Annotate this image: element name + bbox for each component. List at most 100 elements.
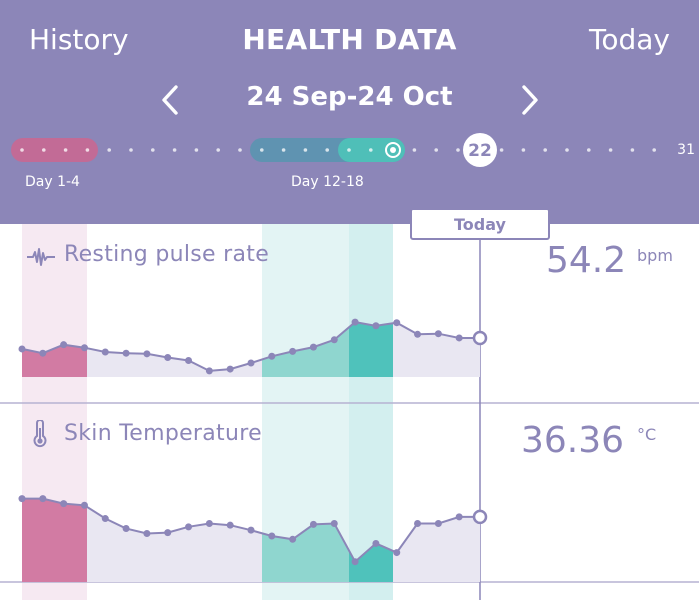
timeline-dot [303,148,308,152]
data-point [226,365,234,373]
today-data-point [472,330,488,346]
data-point [351,318,359,326]
timeline-dot [63,148,68,152]
timeline-dot [325,148,330,152]
timeline-dot [151,148,155,152]
timeline-dot [194,148,199,152]
timeline-dot [238,148,242,152]
timeline-dot [172,148,177,152]
today-button[interactable]: Today [589,23,670,56]
fertile-days-label: Day 12-18 [291,174,364,190]
data-point [351,558,359,566]
data-point [60,500,68,508]
data-point [164,529,172,537]
timeline-dot [587,148,591,152]
data-point [455,513,463,521]
data-point [289,535,297,543]
area-fill-period [22,498,87,582]
data-point [205,520,213,528]
ovulation-marker-dot [390,147,396,153]
timeline-dot [630,148,635,152]
thermometer-icon [33,420,47,448]
data-point [372,322,380,330]
timeline-dot [521,148,526,152]
timeline-dot [107,148,111,152]
timeline-dot [20,148,24,152]
data-point [80,344,88,352]
chevron-right-icon[interactable] [514,82,544,118]
period-days-label: Day 1-4 [25,174,80,190]
data-point [247,359,255,367]
current-day-badge [463,133,497,167]
cycle-timeline[interactable]: 22 31 Day 1-4 Day 12-18 [0,128,699,198]
data-point [372,539,380,547]
timeline-dot [281,148,286,152]
charts-canvas [0,224,699,600]
data-point [393,319,401,327]
data-point [414,330,422,338]
timeline-end-day: 31 [677,142,695,158]
timeline-dot [42,148,46,152]
data-point [330,520,338,528]
area-fill-ovulation [349,322,393,377]
timeline-dot [347,148,351,152]
current-day-number: 22 [468,141,492,161]
skin-temperature-value: 36.36 [521,420,625,461]
data-point [60,341,68,349]
data-point [247,526,255,534]
data-point [143,350,151,358]
data-point [434,330,442,338]
timeline-dot [85,148,90,152]
data-point [39,349,47,357]
timeline-dot [456,148,460,152]
skin-temperature-label: Skin Temperature [64,421,262,446]
skin-temperature-unit: °C [637,425,657,444]
data-point [18,345,26,353]
data-point [101,348,109,356]
timeline-dot [652,148,656,152]
data-point [455,334,463,342]
data-point [330,336,338,344]
timeline-dot [499,148,504,152]
timeline-dot [369,148,373,152]
resting-pulse-unit: bpm [637,246,673,265]
data-point [205,367,213,375]
timeline-dot [412,148,417,152]
timeline-dot [260,148,264,152]
charts-area: Resting pulse rate 54.2 bpm Skin Tempera… [0,224,699,600]
data-point [434,520,442,528]
ovulation-marker-icon [385,142,401,158]
resting-pulse-value: 54.2 [546,240,627,281]
data-point [268,352,276,360]
data-point [122,525,130,532]
date-range-row: 24 Sep-24 Oct [0,80,699,120]
history-button[interactable]: History [29,23,129,56]
data-point [80,501,88,509]
timeline-dot [608,148,613,152]
data-point [143,529,151,537]
data-point [164,353,172,361]
resting-pulse-label: Resting pulse rate [64,242,270,267]
timeline-dot [543,148,547,152]
timeline-track: 22 [11,133,656,167]
today-data-point [472,509,488,525]
data-point [268,532,276,540]
data-point [309,520,317,528]
data-point [101,515,109,523]
timeline-dot [216,148,220,152]
header: History HEALTH DATA Today 24 Sep-24 Oct … [0,0,699,224]
today-marker-label: Today [410,208,550,240]
data-point [122,349,130,357]
data-point [39,495,47,503]
timeline-dot [565,148,569,152]
data-point [185,523,193,531]
data-point [309,343,317,351]
chevron-left-icon[interactable] [156,82,186,118]
pulse-icon [27,248,55,266]
data-point [185,357,193,365]
data-point [18,495,26,503]
data-point [289,347,297,355]
page-title: HEALTH DATA [242,23,457,56]
ovulation-band [349,224,393,600]
date-range-label: 24 Sep-24 Oct [246,82,453,112]
